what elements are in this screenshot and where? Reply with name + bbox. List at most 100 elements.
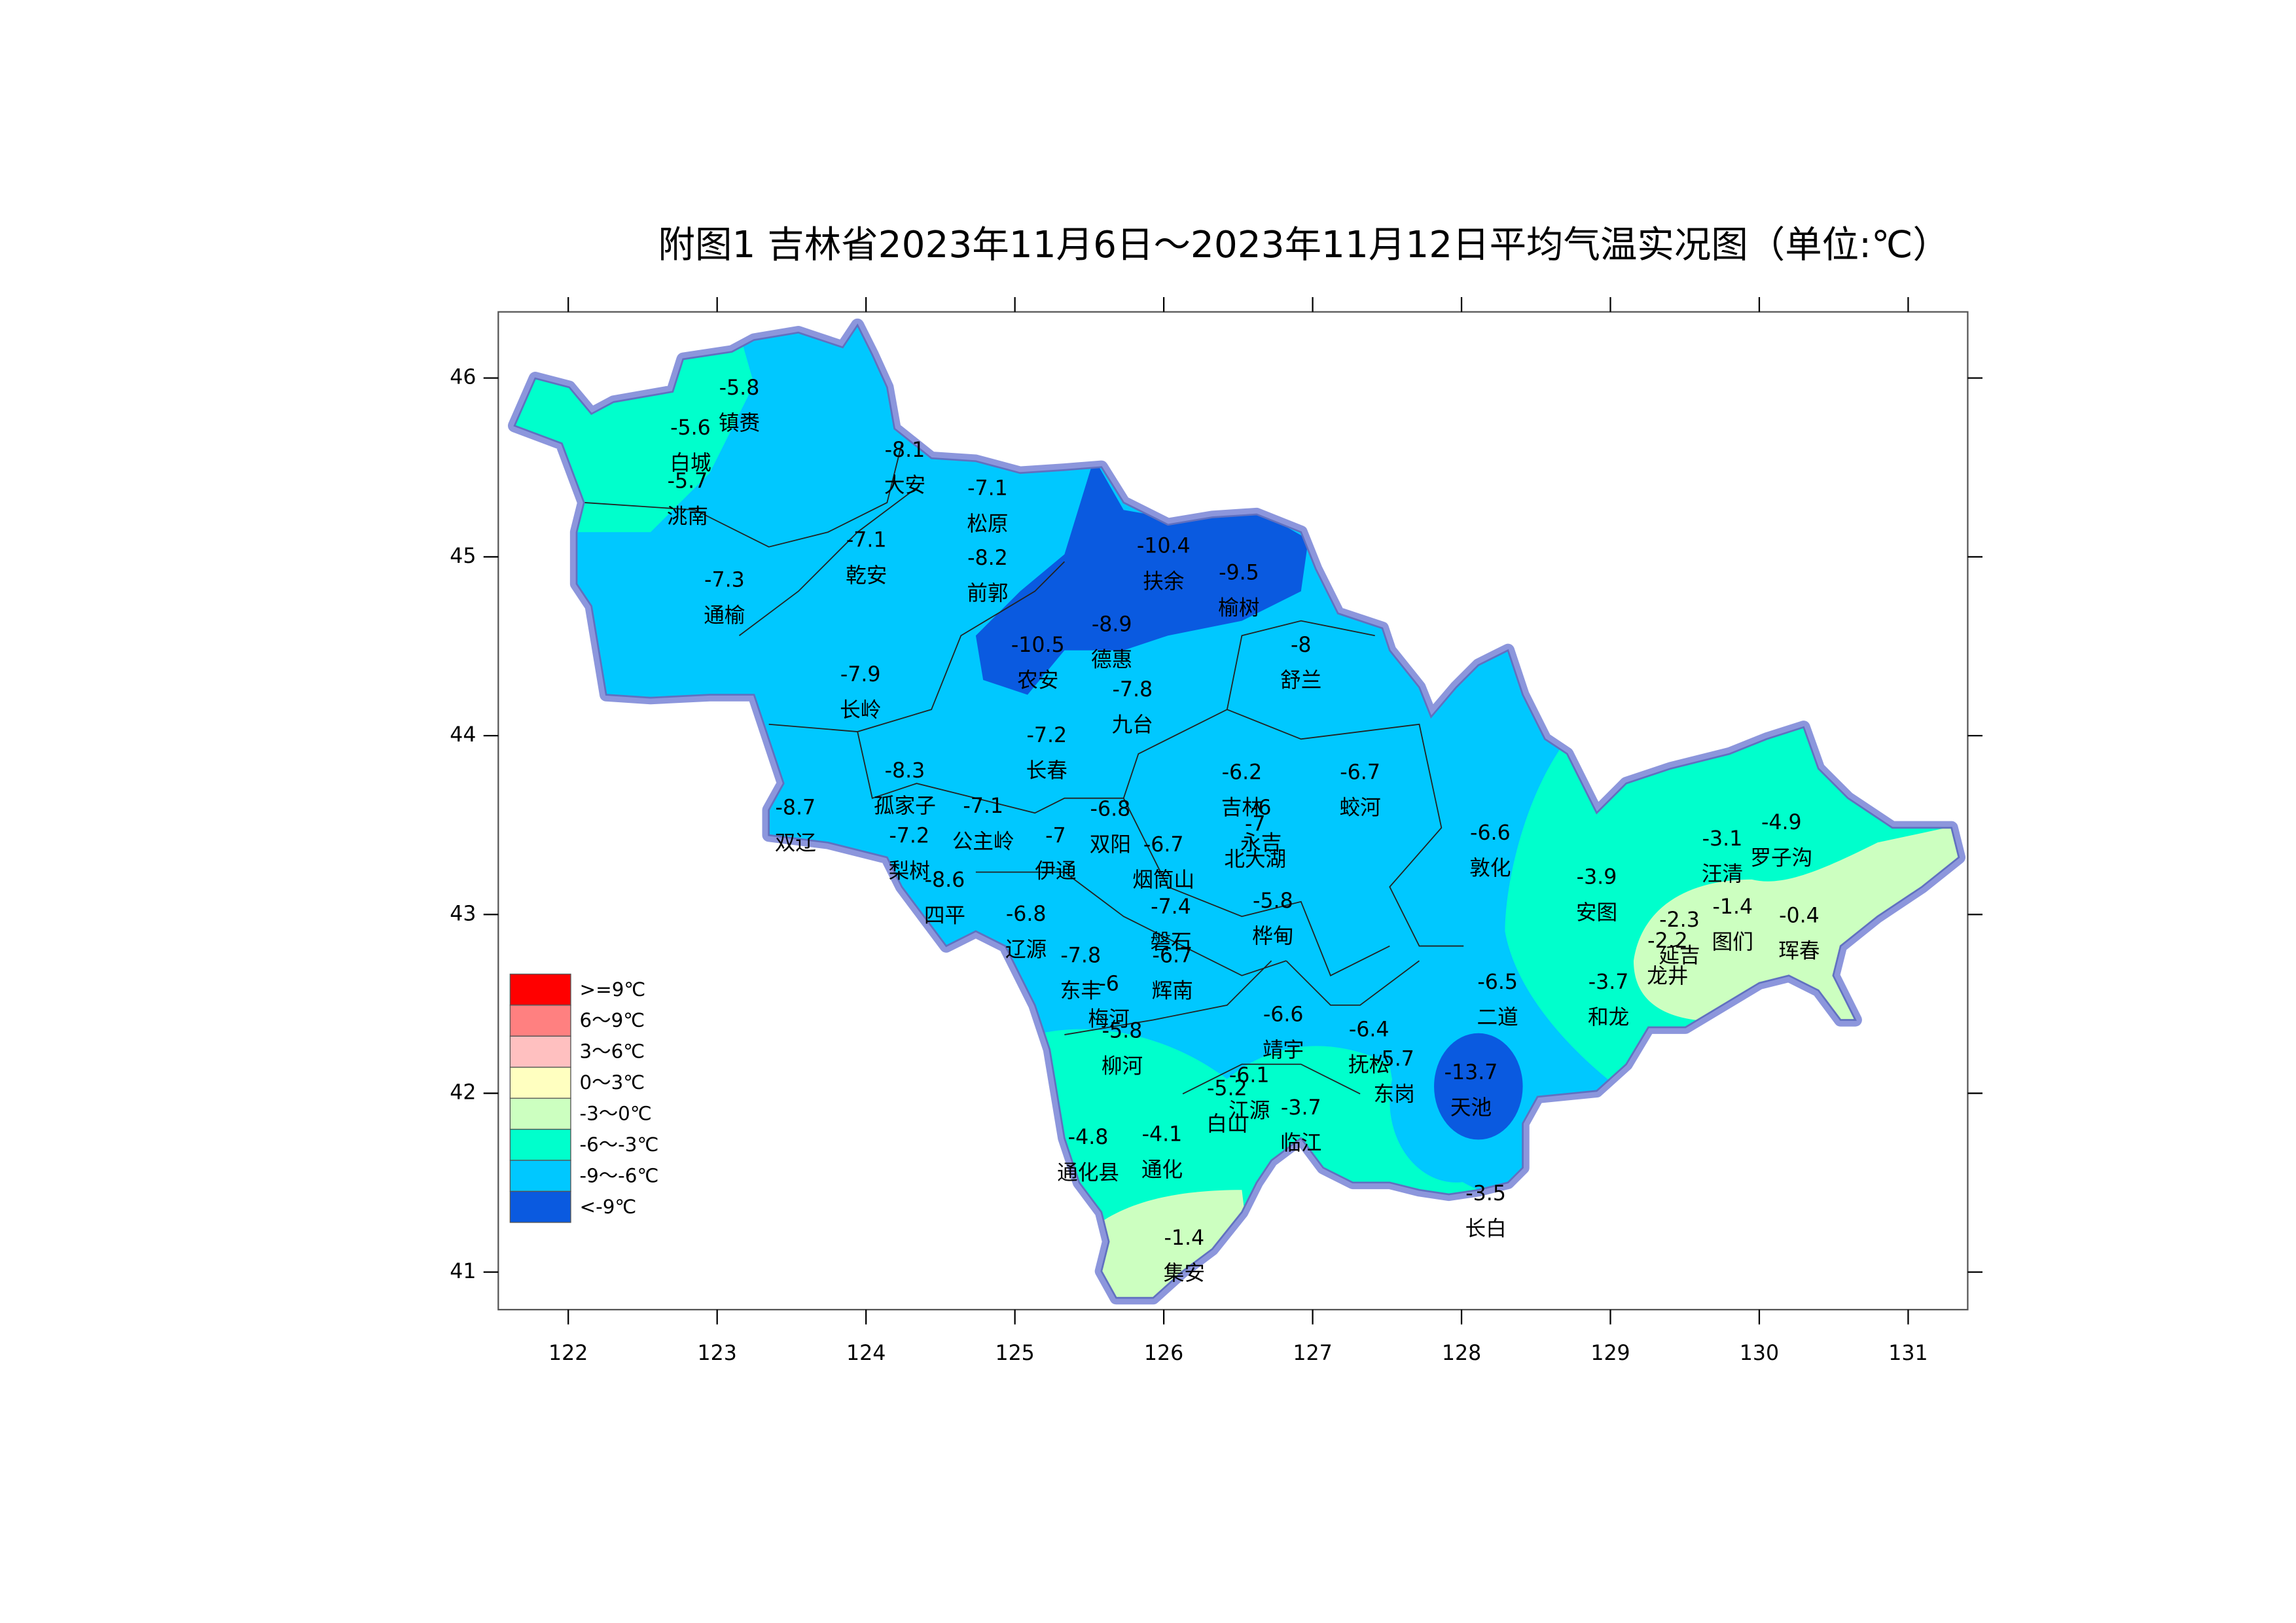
station-name: 吉林 [1221, 796, 1263, 819]
station-name: 烟筒山 [1132, 868, 1194, 892]
legend-swatch [509, 1035, 571, 1068]
station-name: 伊通 [1035, 860, 1076, 883]
station-value: -4.1 [1142, 1123, 1183, 1147]
station-name: 前郭 [967, 582, 1008, 605]
station-name: 白城 [670, 452, 711, 475]
station-name: 江源 [1229, 1099, 1270, 1123]
station-name: 长岭 [840, 698, 881, 722]
station-name: 临江 [1280, 1132, 1321, 1155]
station-value: -7.8 [1060, 944, 1101, 967]
station-name: 梨树 [889, 860, 930, 883]
station-value: -7.1 [846, 529, 887, 552]
station-value: -8.1 [885, 438, 925, 462]
station-name: 公主岭 [952, 830, 1014, 853]
x-tick-label: 128 [1442, 1342, 1481, 1365]
station-value: -5.8 [719, 376, 760, 400]
station-value: -1.4 [1712, 895, 1753, 919]
station-name: 农安 [1017, 669, 1058, 692]
station-name: 柳河 [1102, 1055, 1143, 1079]
station-name: 德惠 [1091, 649, 1132, 672]
station-name: 长春 [1026, 759, 1067, 783]
station-value: -4.8 [1068, 1126, 1109, 1149]
station-name: 二道 [1477, 1006, 1518, 1029]
station-name: 和龙 [1588, 1006, 1629, 1029]
station-value: -2.2 [1647, 929, 1688, 953]
station-name: 大安 [884, 474, 925, 497]
station-value: -7 [1245, 812, 1266, 836]
station-name: 东丰 [1060, 980, 1102, 1003]
legend-label: <-9℃ [580, 1196, 637, 1218]
station-value: -5.7 [668, 469, 708, 493]
station-name: 梅河 [1088, 1007, 1130, 1031]
station-name: 磐石 [1150, 931, 1191, 954]
y-tick-label: 41 [450, 1260, 476, 1283]
legend-swatch [509, 1097, 571, 1130]
station-name: 双阳 [1090, 833, 1131, 857]
station-value: -13.7 [1444, 1061, 1498, 1084]
station-name: 松原 [967, 512, 1008, 536]
station-name: 辽源 [1005, 938, 1047, 961]
station-value: -6.6 [1263, 1003, 1304, 1027]
station-value: -7.4 [1151, 895, 1191, 919]
legend-label: -9～-6℃ [580, 1164, 659, 1186]
station-name: 珲春 [1778, 940, 1820, 963]
station-value: -2.3 [1659, 908, 1700, 932]
station-value: -6 [1098, 972, 1119, 995]
station-name: 北大湖 [1224, 848, 1286, 872]
x-tick-label: 129 [1590, 1342, 1630, 1365]
legend-label: 6～9℃ [580, 1009, 645, 1031]
legend-label: 3～6℃ [580, 1041, 645, 1063]
station-name: 敦化 [1469, 857, 1511, 880]
station-name: 榆树 [1218, 597, 1259, 620]
station-name: 通榆 [704, 604, 745, 628]
legend-label: >=9℃ [580, 978, 646, 1001]
station-value: -7.2 [889, 824, 929, 847]
y-tick-label: 42 [450, 1081, 476, 1105]
station-value: -6.8 [1006, 902, 1047, 926]
station-value: -7 [1045, 824, 1066, 847]
y-tick-label: 45 [450, 544, 476, 568]
station-name: 长白 [1465, 1217, 1506, 1241]
county-boundaries [584, 443, 1464, 1095]
station-name: 桦甸 [1252, 925, 1293, 948]
station-value: -3.1 [1702, 827, 1743, 851]
x-tick-label: 124 [846, 1342, 886, 1365]
station-value: -6.7 [1143, 833, 1184, 857]
station-name: 辉南 [1152, 980, 1193, 1003]
station-name: 龙井 [1647, 965, 1688, 988]
station-value: -10.4 [1137, 535, 1191, 558]
station-name: 靖宇 [1263, 1039, 1304, 1062]
station-name: 通化县 [1057, 1161, 1119, 1185]
station-value: -6.7 [1152, 944, 1193, 967]
station-value: -8 [1291, 633, 1312, 657]
station-value: -7.2 [1026, 724, 1067, 747]
station-value: -6.8 [1090, 798, 1131, 821]
station-value: -8.3 [885, 759, 925, 783]
station-value: -8.7 [775, 796, 816, 819]
legend-swatch [509, 1128, 571, 1161]
axes: 122 123 124 125 126 127 128 129 130 131 41 42 43 44 45… [450, 296, 1983, 1365]
station-value: -7.1 [967, 477, 1008, 501]
station-value: -8.9 [1092, 613, 1132, 636]
station-name: 舒兰 [1280, 669, 1321, 692]
station-value: -6.2 [1222, 760, 1263, 784]
station-name: 乾安 [846, 564, 887, 588]
station-value: -1.4 [1164, 1226, 1204, 1250]
station-value: -5.6 [670, 416, 711, 440]
station-value: -3.7 [1588, 971, 1629, 994]
station-value: -5.8 [1102, 1020, 1143, 1043]
station-value: -10.5 [1011, 633, 1065, 657]
stations: -5.8镇赉-5.6白城-5.7洮南-8.1大安 -7.1松原-7.1乾安-8.2… [667, 376, 1820, 1285]
station-name: 扶余 [1143, 570, 1184, 594]
legend-swatch [509, 1067, 571, 1099]
station-name: 东岗 [1373, 1083, 1414, 1107]
station-name: 四平 [924, 904, 965, 927]
station-name: 天池 [1450, 1096, 1492, 1120]
station-name: 集安 [1164, 1262, 1205, 1285]
station-name: 图们 [1712, 931, 1753, 954]
station-value: -6.1 [1229, 1063, 1270, 1087]
station-value: -3.7 [1281, 1096, 1321, 1120]
legend-swatch [509, 1190, 571, 1223]
